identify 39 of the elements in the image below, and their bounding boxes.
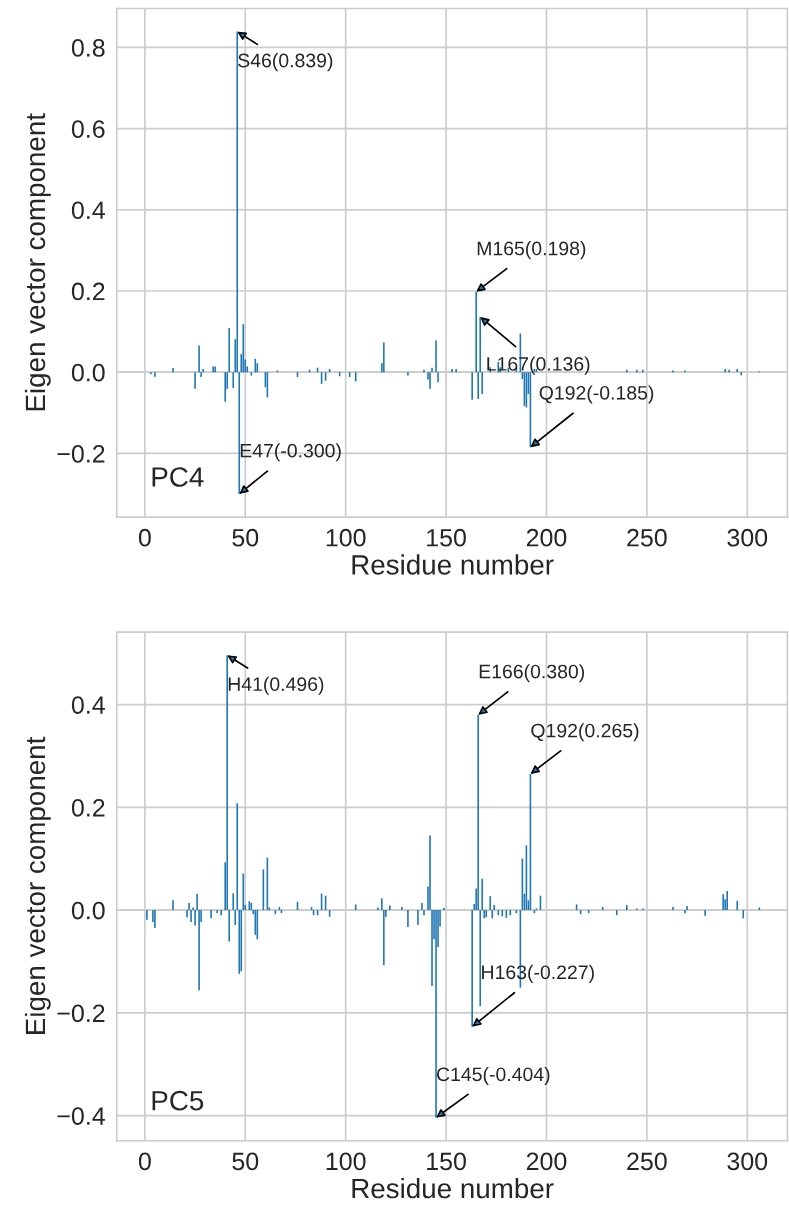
annotation: Q192(0.265) (531, 723, 639, 742)
y-tick-label: −0.2 (57, 1004, 105, 1023)
y-axis-title: Eigen vector component (24, 113, 51, 411)
x-tick-label: 250 (627, 528, 667, 547)
y-tick-label: −0.2 (57, 444, 105, 463)
annotation: C145(-0.404) (437, 1066, 550, 1086)
x-tick-label: 50 (232, 1152, 259, 1171)
annotation: E47(-0.300) (240, 443, 341, 462)
x-tick-label: 0 (138, 1152, 151, 1171)
y-axis-title: Eigen vector component (24, 736, 51, 1034)
y-tick-label: 0.8 (71, 39, 105, 57)
annotation: E166(0.380) (479, 664, 585, 683)
annotation: PC5 (152, 1090, 204, 1111)
x-tick-label: 100 (326, 1152, 366, 1171)
x-tick-label: 150 (427, 1152, 466, 1171)
x-tick-label: 300 (727, 528, 768, 547)
x-tick-label: 150 (427, 528, 466, 547)
x-tick-label: 50 (232, 528, 259, 547)
y-tick-label: 0.6 (71, 120, 105, 138)
y-tick-label: 0.0 (71, 363, 105, 382)
y-tick-label: −0.4 (57, 1107, 105, 1125)
y-tick-label: 0.4 (71, 696, 105, 714)
x-tick-label: 300 (727, 1152, 768, 1171)
annotation: PC4 (152, 467, 204, 487)
x-axis-title: Residue number (352, 554, 554, 575)
x-tick-label: 100 (326, 528, 366, 547)
annotation: Q192(-0.185) (539, 385, 654, 404)
x-axis-title: Residue number (352, 1177, 554, 1199)
y-tick-label: 0.2 (71, 798, 105, 817)
y-tick-label: 0.2 (71, 282, 105, 301)
y-tick-label: 0.0 (71, 901, 105, 920)
x-tick-label: 200 (526, 1152, 567, 1171)
y-tick-label: 0.4 (71, 201, 105, 220)
x-tick-label: 200 (526, 528, 567, 547)
x-tick-label: 0 (138, 528, 151, 547)
annotation: H41(0.496) (228, 676, 324, 695)
x-tick-label: 250 (627, 1152, 667, 1171)
annotation: M165(0.198) (477, 241, 586, 260)
annotation: S46(0.839) (238, 53, 333, 72)
